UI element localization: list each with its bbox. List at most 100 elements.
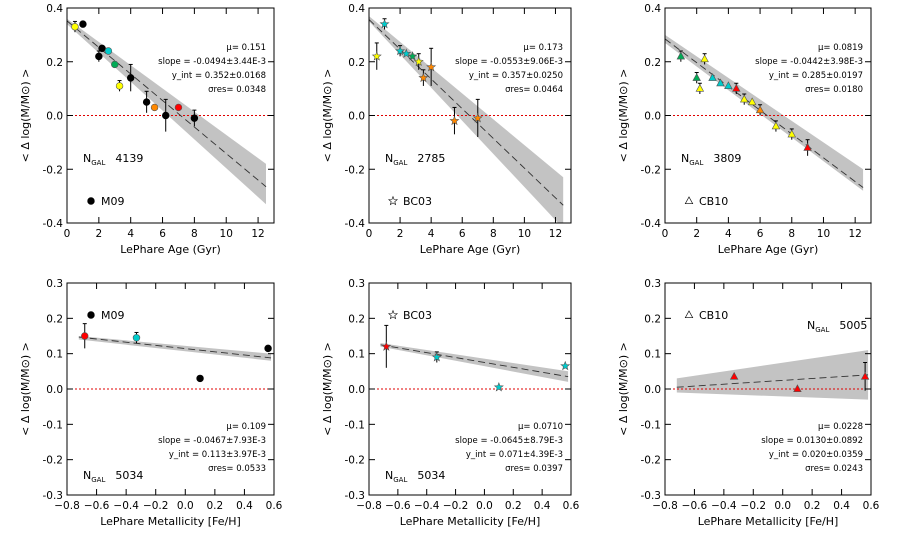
stat-line-3: y_int = 0.285±0.0197 xyxy=(769,71,863,81)
ngal-value: 5034 xyxy=(417,469,445,482)
x-tick-label: 10 xyxy=(220,228,233,240)
y-tick-label: -0.2 xyxy=(345,455,366,467)
ngal-value: 3809 xyxy=(713,152,741,165)
y-tick-label: 0.0 xyxy=(348,111,365,123)
x-tick-label: −0.6 xyxy=(682,500,708,512)
model-label: BC03 xyxy=(403,195,432,208)
y-tick-label: -0.1 xyxy=(345,419,366,431)
x-axis-label: LePhare Metallicity [Fe/H] xyxy=(400,515,541,528)
y-axis-label: < Δ log(M/M⊙) > xyxy=(617,342,630,436)
ngal-sub: GAL xyxy=(815,326,829,334)
ngal-label: NGAL 2785 xyxy=(385,152,445,167)
data-point-7 xyxy=(724,81,733,89)
stat-line-3: y_int = 0.071±4.39E-3 xyxy=(466,450,563,460)
y-tick-label: -0.1 xyxy=(641,419,662,431)
data-point-9 xyxy=(739,94,749,103)
stat-line-1: μ= 0.109 xyxy=(226,422,266,432)
data-point-11 xyxy=(162,111,170,120)
data-point-3 xyxy=(395,45,406,56)
data-point-10 xyxy=(472,112,483,123)
x-tick-label: −0.8 xyxy=(356,500,382,512)
x-tick-label: 0.0 xyxy=(177,500,194,512)
data-point-3 xyxy=(196,374,204,383)
stat-line-4: σres= 0.0180 xyxy=(805,85,863,95)
fit-line xyxy=(380,344,569,378)
fit-band xyxy=(676,350,869,400)
ngal-sub: GAL xyxy=(91,476,105,484)
data-point-4 xyxy=(560,360,571,371)
x-tick-label: 0 xyxy=(64,228,71,240)
ngal-value: 5034 xyxy=(115,469,143,482)
stat-line-3: y_int = 0.113±3.97E-3 xyxy=(169,450,266,460)
model-label: CB10 xyxy=(699,309,728,322)
stat-line-2: slope = -0.0553±9.06E-3 xyxy=(455,57,563,67)
model-label: CB10 xyxy=(699,195,728,208)
data-point-6 xyxy=(413,56,424,67)
data-point-1 xyxy=(729,371,739,380)
y-tick-label: -0.2 xyxy=(641,164,662,176)
ngal-label: NGAL 5005 xyxy=(807,319,867,334)
y-tick-label: 0.1 xyxy=(46,349,63,361)
y-tick-label: -0.2 xyxy=(641,455,662,467)
data-point-9 xyxy=(142,98,151,106)
plot-area xyxy=(665,34,871,191)
x-tick-label: −0.8 xyxy=(54,500,80,512)
data-point-1 xyxy=(81,332,89,340)
y-tick-label: -0.4 xyxy=(43,218,64,230)
panel-1: 0 2 4 6 8 10 12 -0.4 -0.2 0.0 0.2 0.4 LePhare Age (G… xyxy=(19,3,275,256)
x-tick-label: 8 xyxy=(490,228,497,240)
model-marker-icon xyxy=(387,195,399,206)
x-tick-label: 6 xyxy=(159,228,166,240)
y-tick-label: 0.2 xyxy=(644,57,661,69)
y-tick-label: -0.2 xyxy=(43,455,64,467)
stat-line-2: slope = -0.0442±3.98E-3 xyxy=(755,57,863,67)
y-tick-label: 0.4 xyxy=(644,3,661,15)
data-point-8 xyxy=(426,61,437,72)
ngal-label: NGAL 3809 xyxy=(681,152,741,167)
x-tick-label: −0.2 xyxy=(443,500,469,512)
data-point-4 xyxy=(98,44,106,53)
fit-line xyxy=(67,20,267,188)
y-tick-label: 0.2 xyxy=(348,313,365,325)
plot-area xyxy=(369,324,571,392)
plot-area xyxy=(665,350,871,400)
x-tick-label: 12 xyxy=(848,228,861,240)
y-tick-label: 0.1 xyxy=(348,349,365,361)
data-point-13 xyxy=(787,129,797,138)
model-marker-icon xyxy=(684,310,694,319)
x-tick-label: −0.2 xyxy=(741,500,767,512)
stat-line-1: μ= 0.151 xyxy=(226,43,266,53)
x-tick-label: 10 xyxy=(518,228,531,240)
x-tick-label: 6 xyxy=(757,228,764,240)
y-tick-label: 0.0 xyxy=(644,384,661,396)
data-point-2 xyxy=(379,18,390,29)
x-axis-label: LePhare Age (Gyr) xyxy=(420,243,521,256)
x-tick-label: 2 xyxy=(693,228,700,240)
ngal-label: NGAL 5034 xyxy=(83,469,143,484)
ngal-n: N xyxy=(83,152,91,165)
panel-5: −0.8 −0.6 −0.4 −0.2 0.0 0.2 0.4 0.6 -0.3 -0.2 -0.1… xyxy=(321,278,580,528)
x-tick-label: 0.4 xyxy=(534,500,551,512)
x-tick-label: 2 xyxy=(397,228,404,240)
model-label: M09 xyxy=(101,309,125,322)
x-tick-label: −0.4 xyxy=(414,500,440,512)
data-point-5 xyxy=(104,47,113,55)
y-tick-label: -0.2 xyxy=(345,164,366,176)
plot-area xyxy=(369,16,571,223)
x-tick-label: 8 xyxy=(788,228,795,240)
x-tick-label: 0.2 xyxy=(505,500,522,512)
y-tick-label: 0.0 xyxy=(46,111,63,123)
x-tick-label: 4 xyxy=(428,228,435,240)
x-tick-label: 0.4 xyxy=(833,500,850,512)
ngal-value: 4139 xyxy=(115,152,143,165)
ngal-label: NGAL 5034 xyxy=(385,469,445,484)
x-tick-label: 0.6 xyxy=(863,500,880,512)
data-point-7 xyxy=(418,72,429,83)
y-tick-label: 0.0 xyxy=(644,111,661,123)
y-tick-label: 0.4 xyxy=(46,3,63,15)
y-tick-label: 0.3 xyxy=(644,278,661,290)
ngal-value: 2785 xyxy=(417,152,445,165)
data-point-4 xyxy=(700,54,709,63)
x-tick-label: 4 xyxy=(127,228,134,240)
stat-line-4: σres= 0.0348 xyxy=(208,85,266,95)
